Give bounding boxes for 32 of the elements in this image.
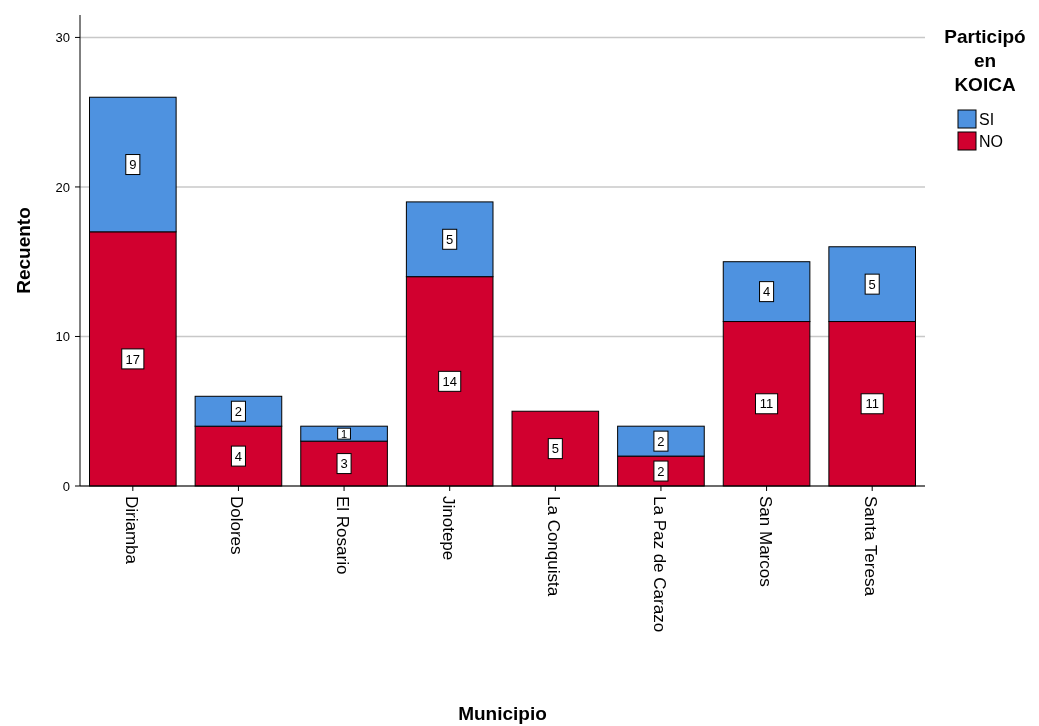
x-tick-label: Santa Teresa	[861, 496, 881, 597]
y-tick-label: 30	[55, 30, 70, 46]
x-tick-label: La Conquista	[544, 496, 564, 597]
legend-label: SI	[979, 111, 995, 128]
data-label: 4	[762, 284, 771, 300]
legend-label: NO	[979, 133, 1003, 150]
data-label: 5	[446, 231, 454, 247]
y-axis-title: Recuento	[13, 207, 34, 294]
x-tick-label: Diriamba	[121, 496, 141, 565]
y-tick-label: 20	[55, 179, 70, 195]
data-label: 9	[129, 157, 137, 173]
x-tick-label: Jinotepe	[438, 496, 458, 561]
x-tick-label: San Marcos	[755, 496, 775, 587]
y-tick-label: 0	[62, 479, 70, 494]
x-tick-label: Dolores	[227, 496, 247, 555]
x-axis-title: Municipio	[458, 703, 547, 724]
data-label: 2	[234, 403, 243, 419]
data-label: 11	[865, 396, 879, 412]
data-label: 4	[234, 448, 243, 464]
data-label: 3	[340, 456, 348, 472]
data-label: 11	[759, 396, 774, 412]
data-label: 14	[442, 374, 457, 390]
data-label: 5	[868, 276, 876, 292]
x-tick-label: La Paz de Carazo	[649, 496, 669, 633]
x-tick-label: El Rosario	[333, 496, 353, 575]
y-tick-label: 10	[55, 329, 70, 345]
data-label: 2	[657, 433, 665, 449]
data-label: 5	[551, 441, 559, 457]
legend-title: Participó en KOICA	[944, 26, 1026, 95]
data-label: 17	[125, 351, 141, 367]
data-label: 1	[341, 427, 348, 440]
data-label: 2	[657, 463, 665, 479]
